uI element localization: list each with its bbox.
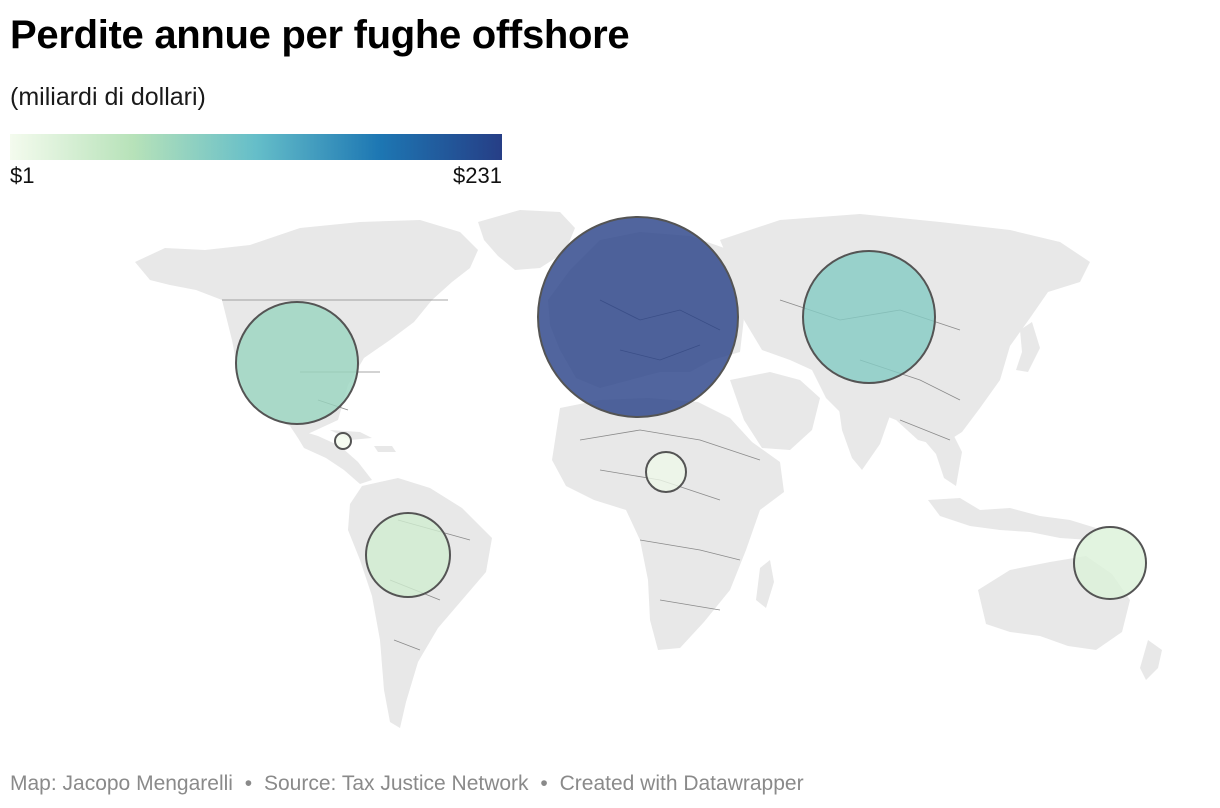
bubble-africa[interactable] (645, 451, 687, 493)
world-map (135, 210, 1162, 728)
bubble-asia[interactable] (802, 250, 936, 384)
legend-labels: $1 $231 (10, 160, 502, 190)
bubble-south-america[interactable] (365, 512, 451, 598)
land-japan (1016, 322, 1040, 372)
bubble-oceania[interactable] (1073, 526, 1147, 600)
bubble-caribbean[interactable] (334, 432, 352, 450)
land-madagascar (756, 560, 774, 608)
landmasses (135, 210, 1162, 728)
land-central-america (292, 428, 372, 484)
footer-map-credit: Map: Jacopo Mengarelli (10, 772, 233, 795)
land-indonesia (928, 498, 1096, 540)
land-middle-east (730, 372, 820, 450)
footer-separator: • (244, 772, 253, 795)
legend-max-label: $231 (453, 163, 502, 188)
footer-separator: • (540, 772, 548, 795)
bubble-europe[interactable] (537, 216, 739, 418)
land-new-zealand (1140, 640, 1162, 680)
chart-title: Perdite annue per fughe offshore (10, 13, 630, 57)
footer-credits: Map: Jacopo Mengarelli • Source: Tax Jus… (10, 770, 804, 798)
color-legend: $1 $231 (10, 134, 502, 190)
land-africa (552, 398, 784, 650)
legend-min-label: $1 (10, 163, 35, 188)
footer-source: Source: Tax Justice Network (264, 772, 529, 795)
footer-created: Created with Datawrapper (559, 772, 804, 795)
legend-gradient-bar (10, 134, 502, 160)
chart-subtitle: (miliardi di dollari) (10, 83, 206, 111)
bubble-north-america[interactable] (235, 301, 359, 425)
bubble-layer (235, 216, 1147, 600)
land-southeast-asia (920, 420, 962, 486)
land-greenland (478, 210, 575, 270)
land-india (836, 388, 892, 470)
